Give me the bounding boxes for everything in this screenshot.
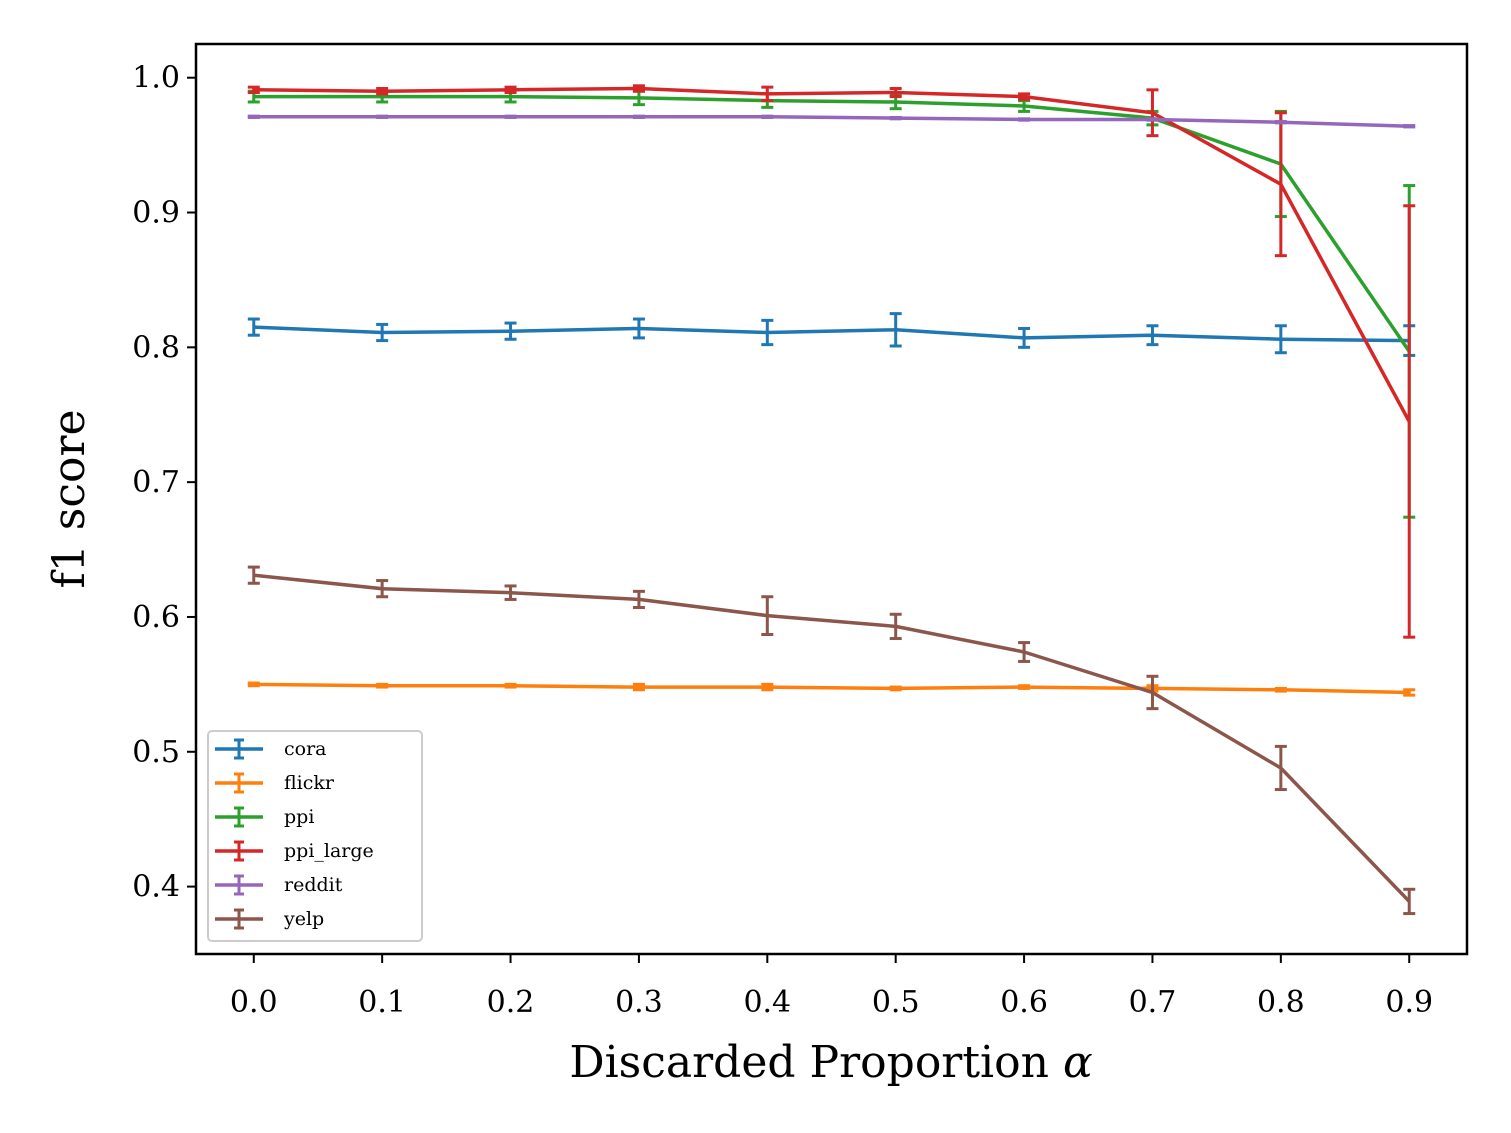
y-tick-label: 0.9 bbox=[132, 196, 180, 231]
error-bar-reddit bbox=[889, 115, 902, 121]
x-tick-label: 0.7 bbox=[1129, 985, 1177, 1020]
error-bar-flickr bbox=[632, 682, 645, 692]
legend-item-ppi: ppi bbox=[215, 806, 314, 828]
x-tick-label: 0.9 bbox=[1385, 985, 1433, 1020]
legend-item-cora: cora bbox=[215, 738, 327, 760]
y-tick-label: 0.8 bbox=[132, 330, 180, 365]
error-bar-cora bbox=[1146, 324, 1159, 347]
series-cora bbox=[247, 312, 1416, 357]
error-bar-yelp bbox=[889, 612, 902, 641]
plot-area bbox=[247, 84, 1416, 916]
error-bar-cora bbox=[376, 322, 389, 343]
error-bar-cora bbox=[504, 321, 517, 341]
series-yelp bbox=[247, 565, 1416, 916]
legend-item-ppi_large: ppi_large bbox=[215, 840, 374, 862]
error-bar-yelp bbox=[1403, 887, 1416, 916]
error-bar-reddit bbox=[504, 114, 517, 119]
error-bar-ppi_large bbox=[761, 85, 774, 103]
error-bar-reddit bbox=[247, 114, 260, 119]
legend-item-yelp: yelp bbox=[215, 908, 324, 930]
y-tick-label: 1.0 bbox=[132, 61, 180, 96]
error-bar-reddit bbox=[632, 114, 645, 119]
error-bar-yelp bbox=[761, 595, 774, 636]
x-tick-label: 0.1 bbox=[358, 985, 406, 1020]
error-bar-cora bbox=[632, 317, 645, 340]
series-line-flickr bbox=[253, 682, 1410, 695]
y-tick-label: 0.7 bbox=[132, 465, 180, 500]
error-bar-reddit bbox=[376, 114, 389, 119]
error-bar-yelp bbox=[632, 589, 645, 610]
error-bar-flickr bbox=[1274, 686, 1287, 693]
error-bar-ppi_large bbox=[247, 85, 260, 95]
error-bar-ppi_large bbox=[1146, 88, 1159, 138]
x-tick-label: 0.6 bbox=[1000, 985, 1048, 1020]
legend-label: reddit bbox=[284, 874, 343, 896]
error-bar-yelp bbox=[1146, 674, 1159, 711]
error-bar-cora bbox=[247, 317, 260, 337]
legend-label: ppi bbox=[284, 806, 314, 828]
legend-item-flickr: flickr bbox=[215, 772, 335, 794]
error-bar-cora bbox=[761, 318, 774, 347]
x-axis-title: Discarded Proportion α bbox=[569, 1037, 1092, 1088]
x-tick-label: 0.8 bbox=[1257, 985, 1305, 1020]
error-bar-flickr bbox=[889, 685, 902, 692]
y-tick-label: 0.4 bbox=[132, 870, 180, 905]
error-bar-yelp bbox=[247, 565, 260, 585]
error-bar-ppi_large bbox=[504, 85, 517, 95]
axis-ticks: 0.0 0.1 0.2 0.3 0.4 0.5 0.6 0.7 0.8 0.9 0.4 0.5 0.6 0… bbox=[132, 61, 1433, 1020]
series-reddit bbox=[247, 114, 1416, 129]
error-bar-reddit bbox=[1274, 120, 1287, 125]
error-bar-flickr bbox=[1018, 684, 1031, 690]
error-bar-reddit bbox=[1146, 117, 1159, 122]
error-bar-ppi_large bbox=[1018, 92, 1031, 101]
x-tick-label: 0.3 bbox=[615, 985, 663, 1020]
error-bar-cora bbox=[889, 312, 902, 348]
y-tick-label: 0.6 bbox=[132, 600, 180, 635]
series-line-yelp bbox=[253, 573, 1411, 903]
error-bar-yelp bbox=[1018, 641, 1031, 663]
axes-frame bbox=[194, 42, 1469, 956]
error-bar-flickr bbox=[761, 682, 774, 692]
series-line-ppi bbox=[253, 94, 1411, 353]
error-bar-reddit bbox=[1018, 117, 1031, 122]
x-axis-title-symbol: α bbox=[1063, 1037, 1093, 1088]
error-bar-cora bbox=[1274, 324, 1287, 355]
series-line-ppi_large bbox=[253, 86, 1411, 423]
legend-label: ppi_large bbox=[284, 840, 374, 862]
y-tick-label: 0.5 bbox=[132, 735, 180, 770]
x-axis-title-text: Discarded Proportion bbox=[569, 1037, 1049, 1088]
legend-label: flickr bbox=[284, 772, 335, 794]
x-tick-label: 0.0 bbox=[230, 985, 278, 1020]
error-bar-reddit bbox=[761, 114, 774, 119]
legend-item-reddit: reddit bbox=[215, 874, 343, 896]
y-axis-title: f1 score bbox=[44, 409, 95, 588]
error-bar-yelp bbox=[1274, 744, 1287, 792]
x-tick-label: 0.2 bbox=[487, 985, 535, 1020]
series-ppi_large bbox=[247, 84, 1416, 639]
error-bar-flickr bbox=[247, 681, 260, 688]
series-line-cora bbox=[253, 325, 1410, 343]
error-bar-flickr bbox=[1403, 688, 1416, 697]
error-bar-ppi_large bbox=[889, 86, 902, 99]
series-flickr bbox=[247, 681, 1416, 697]
error-bar-ppi_large bbox=[1403, 204, 1416, 639]
error-bar-ppi_large bbox=[1274, 111, 1287, 258]
error-bar-flickr bbox=[504, 682, 517, 689]
error-bar-yelp bbox=[504, 584, 517, 601]
error-bar-yelp bbox=[376, 579, 389, 599]
legend-label: yelp bbox=[283, 908, 324, 930]
legend-label: cora bbox=[284, 738, 327, 760]
series-line-reddit bbox=[253, 115, 1410, 128]
error-bar-ppi_large bbox=[632, 84, 645, 93]
x-tick-label: 0.4 bbox=[743, 985, 791, 1020]
error-bar-flickr bbox=[376, 682, 389, 689]
x-tick-label: 0.5 bbox=[872, 985, 920, 1020]
series-ppi bbox=[247, 89, 1416, 519]
error-bar-cora bbox=[1018, 326, 1031, 349]
error-bar-reddit bbox=[1403, 124, 1416, 129]
error-bar-ppi_large bbox=[376, 86, 389, 96]
